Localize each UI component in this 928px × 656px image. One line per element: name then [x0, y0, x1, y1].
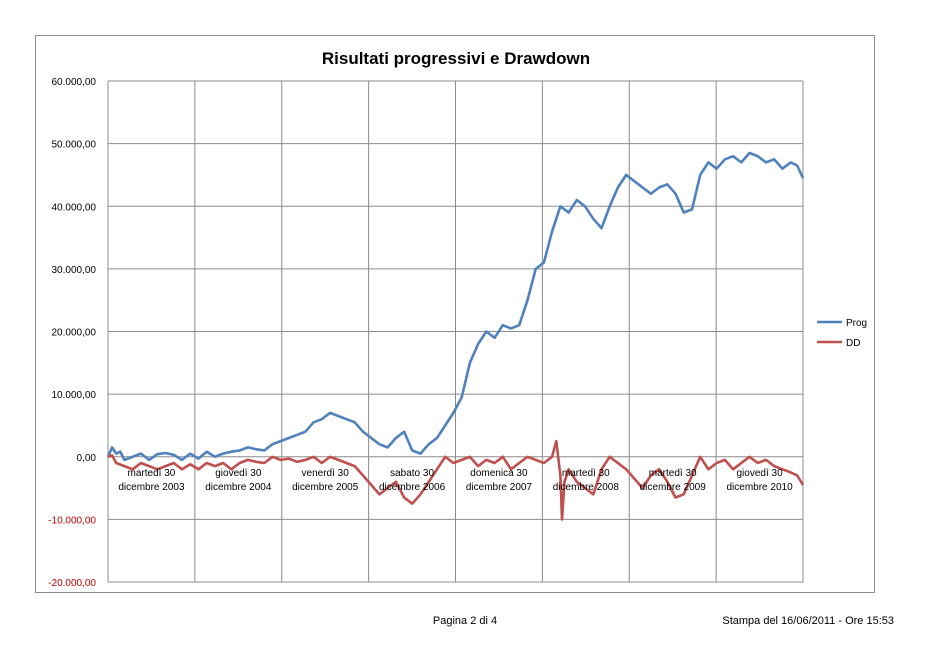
x-tick-label: martedì 30: [128, 468, 176, 479]
y-tick-label: -10.000,00: [48, 515, 96, 526]
x-tick-label: dicembre 2008: [553, 482, 620, 493]
x-tick-label: dicembre 2004: [205, 482, 272, 493]
x-tick-label: martedì 30: [649, 468, 697, 479]
y-tick-label: 0,00: [77, 453, 97, 464]
x-tick-label: dicembre 2006: [379, 482, 446, 493]
x-tick-label: dicembre 2005: [292, 482, 359, 493]
print-stamp: Stampa del 16/06/2011 - Ore 15:53: [722, 615, 894, 627]
y-tick-label: 40.000,00: [52, 202, 97, 213]
line-chart: Risultati progressivi e Drawdown 60.000,0…: [48, 49, 867, 589]
x-tick-label: dicembre 2003: [118, 482, 185, 493]
x-tick-label: sabato 30: [390, 468, 434, 479]
x-tick-label: giovedì 30: [736, 468, 783, 479]
y-tick-label: 50.000,00: [52, 140, 97, 151]
x-tick-label: domenica 30: [470, 468, 528, 479]
x-tick-label: dicembre 2007: [466, 482, 533, 493]
x-tick-label: giovedì 30: [215, 468, 262, 479]
y-tick-label: 10.000,00: [52, 390, 97, 401]
x-tick-label: venerdì 30: [302, 468, 350, 479]
y-tick-label: -20.000,00: [48, 578, 96, 589]
page-number: Pagina 2 di 4: [432, 615, 498, 627]
y-tick-label: 20.000,00: [52, 328, 97, 339]
series-line-dd: [107, 439, 805, 521]
x-tick-label: dicembre 2010: [726, 482, 793, 493]
y-tick-label: 30.000,00: [52, 265, 97, 276]
y-tick-label: 60.000,00: [52, 77, 97, 88]
chart-title: Risultati progressivi e Drawdown: [322, 49, 590, 68]
x-tick-label: martedì 30: [562, 468, 610, 479]
chart-frame: Risultati progressivi e Drawdown 60.000,0…: [35, 35, 875, 593]
legend-label: DD: [846, 338, 860, 349]
series-line-prog: [106, 151, 805, 462]
x-tick-label: dicembre 2009: [640, 482, 707, 493]
legend-label: Prog: [846, 318, 867, 329]
